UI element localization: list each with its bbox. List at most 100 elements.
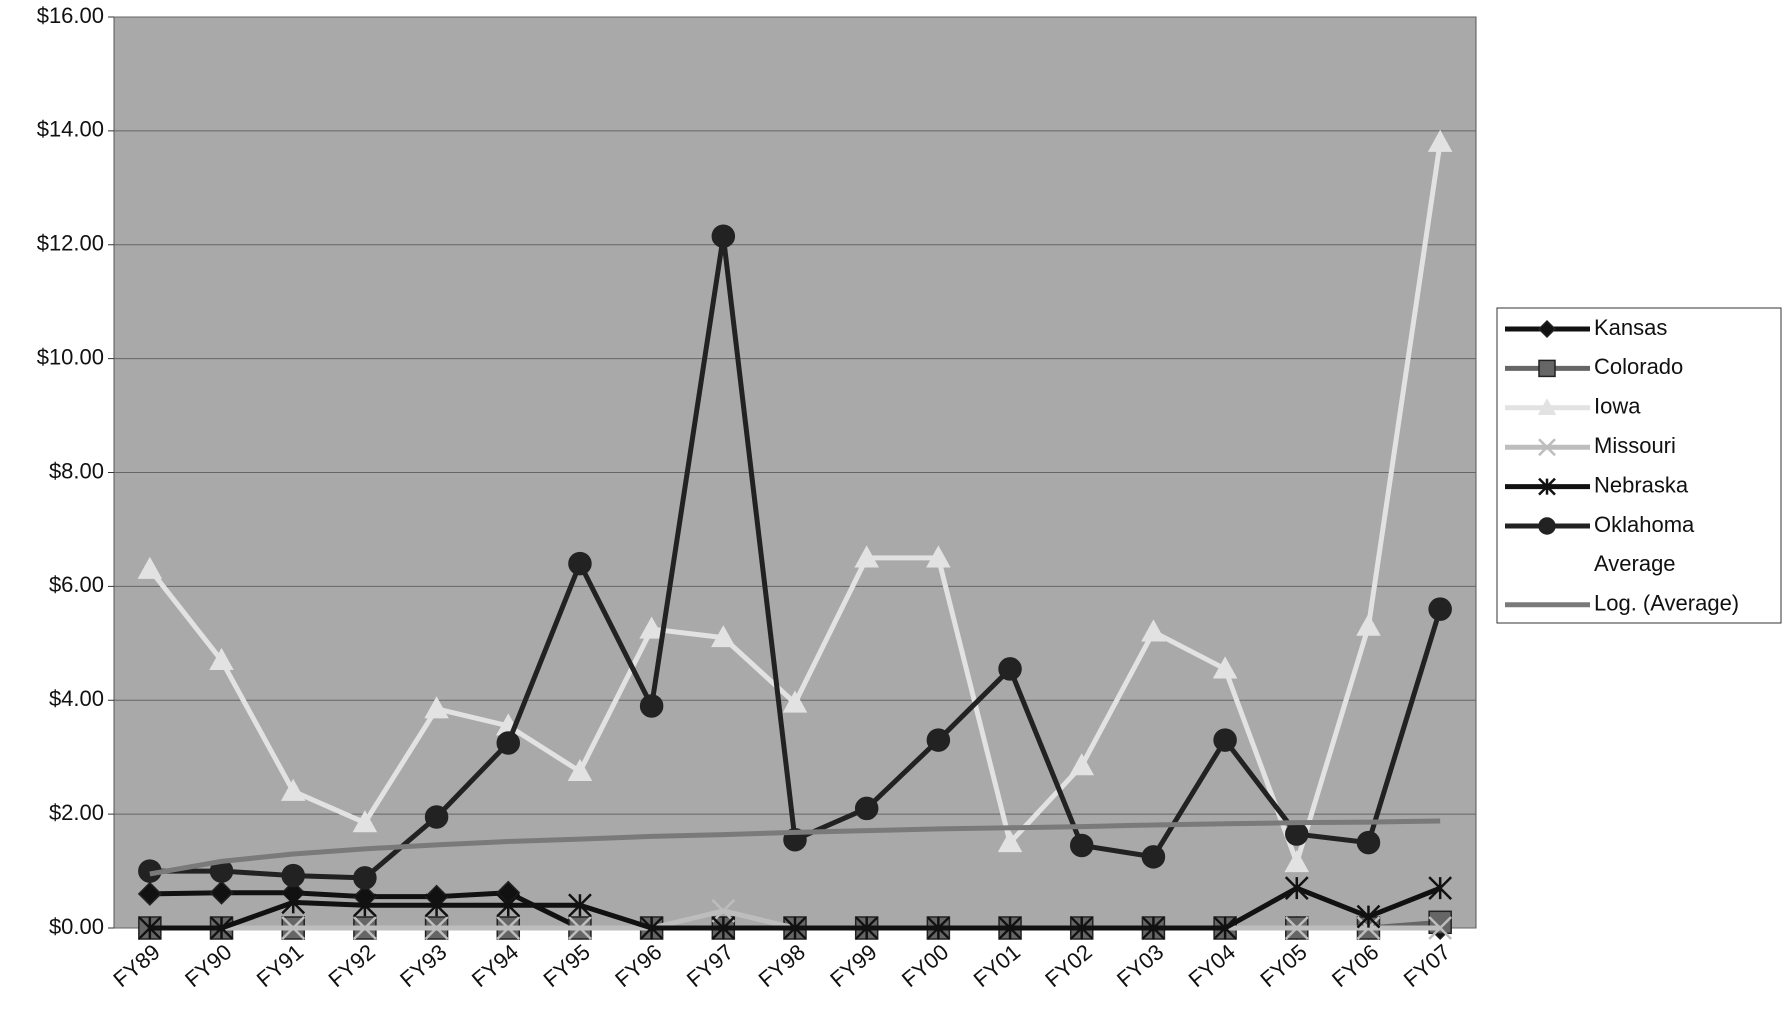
marker (1356, 904, 1381, 929)
marker (854, 916, 879, 940)
marker (997, 830, 1023, 853)
marker (281, 863, 305, 888)
marker (209, 647, 234, 670)
marker (352, 810, 378, 833)
legend-marker (1538, 517, 1556, 535)
marker (926, 728, 951, 752)
x-tick-label: FY97 (682, 939, 738, 992)
marker (1284, 849, 1310, 873)
marker (568, 893, 592, 918)
y-tick-label: $6.00 (49, 572, 104, 597)
y-tick-label: $16.00 (37, 3, 104, 28)
legend-label: Colorado (1594, 354, 1683, 379)
marker (280, 778, 306, 801)
marker (998, 657, 1022, 681)
legend-label: Missouri (1594, 433, 1676, 458)
legend-label: Nebraska (1594, 472, 1689, 497)
marker (1538, 438, 1556, 457)
x-tick-label: FY98 (754, 939, 810, 992)
y-tick-label: $10.00 (37, 344, 104, 369)
legend-marker (1538, 359, 1556, 378)
marker (1212, 656, 1238, 679)
marker (711, 224, 736, 248)
legend-label: Iowa (1594, 394, 1641, 419)
marker (1538, 477, 1556, 496)
marker (711, 625, 736, 648)
x-tick-label: FY05 (1255, 939, 1311, 992)
x-tick-label: FY89 (108, 939, 164, 992)
marker (424, 893, 449, 918)
marker (1069, 753, 1095, 776)
marker (1538, 517, 1556, 535)
marker (281, 916, 306, 940)
x-tick-label: FY06 (1327, 939, 1383, 992)
marker (1285, 822, 1309, 846)
marker (1069, 916, 1094, 940)
legend-label: Kansas (1594, 315, 1667, 340)
marker (998, 916, 1022, 940)
y-tick-label: $14.00 (37, 117, 104, 142)
marker (568, 551, 592, 576)
marker (1356, 916, 1381, 940)
marker (496, 916, 521, 940)
legend-marker (1537, 319, 1557, 339)
marker (353, 893, 377, 918)
y-tick-label: $2.00 (49, 800, 104, 825)
legend-marker (1538, 477, 1556, 496)
legend-marker (1538, 438, 1556, 457)
x-tick-label: FY96 (610, 939, 666, 992)
marker (1427, 129, 1453, 152)
marker (1141, 916, 1166, 940)
x-tick-label: FY93 (395, 939, 451, 992)
y-tick-label: $4.00 (49, 686, 104, 711)
marker (137, 881, 162, 906)
x-tick-label: FY01 (969, 939, 1025, 992)
legend-marker (1537, 398, 1557, 415)
x-tick-label: FY91 (252, 939, 308, 992)
marker (1356, 830, 1381, 855)
marker (854, 796, 879, 821)
marker (209, 916, 234, 940)
marker (1069, 833, 1094, 858)
marker (1284, 876, 1309, 901)
marker (1428, 876, 1453, 901)
x-tick-label: FY04 (1184, 939, 1240, 992)
marker (783, 916, 807, 940)
marker (926, 916, 951, 940)
marker (926, 545, 951, 568)
marker (1141, 845, 1166, 869)
x-tick-label: FY92 (323, 939, 379, 992)
legend-label: Average (1594, 551, 1676, 576)
marker (496, 893, 521, 918)
marker (1141, 619, 1166, 642)
marker (711, 899, 736, 923)
marker (1213, 916, 1237, 940)
marker (1537, 398, 1557, 415)
x-tick-label: FY90 (180, 939, 236, 992)
marker (639, 694, 664, 718)
x-tick-label: FY02 (1040, 939, 1096, 992)
x-tick-label: FY00 (897, 939, 953, 992)
series-line (149, 818, 1441, 877)
marker (353, 916, 377, 940)
marker (137, 556, 163, 579)
marker (1356, 613, 1381, 636)
marker (639, 616, 664, 639)
marker (711, 916, 736, 940)
legend-label: Log. (Average) (1594, 591, 1739, 616)
y-tick-label: $0.00 (49, 914, 104, 939)
x-tick-label: FY94 (467, 939, 523, 992)
marker (424, 805, 449, 829)
marker (1428, 916, 1453, 940)
marker (854, 545, 879, 568)
marker (1428, 597, 1452, 621)
marker (209, 880, 234, 905)
marker (424, 696, 449, 719)
x-tick-label: FY03 (1112, 939, 1168, 992)
marker (568, 916, 592, 940)
y-tick-label: $8.00 (49, 458, 104, 483)
marker (1538, 359, 1556, 378)
x-tick-label: FY07 (1399, 939, 1455, 992)
x-tick-label: FY99 (825, 939, 881, 992)
